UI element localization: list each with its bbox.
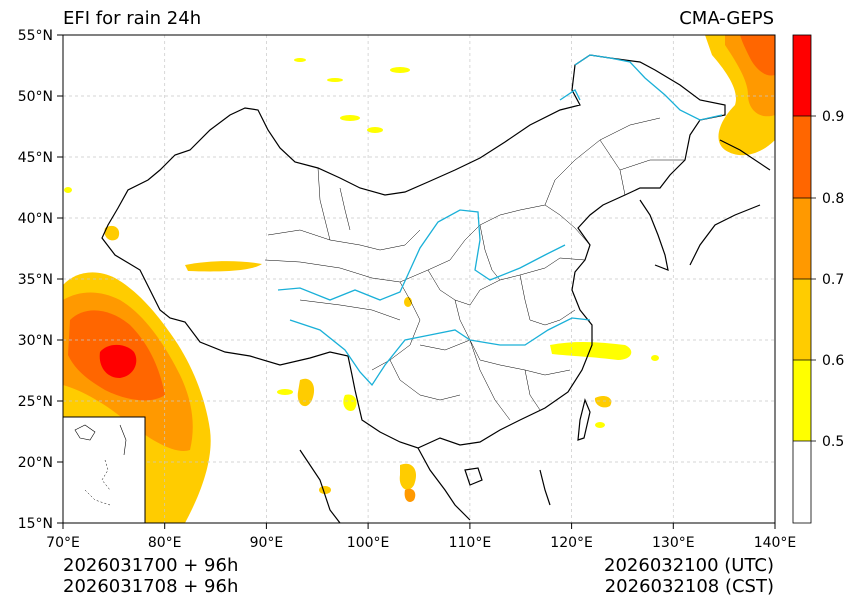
y-tick-label: 45°N bbox=[18, 150, 53, 166]
valid-time-utc: 2026032100 (UTC) bbox=[604, 555, 774, 576]
y-tick-label: 25°N bbox=[18, 394, 53, 410]
efi-area-east-china bbox=[550, 341, 632, 360]
valid-time: 2026032100 (UTC) 2026032108 (CST) bbox=[604, 555, 774, 597]
colorbar-segment bbox=[793, 116, 811, 198]
efi-speck bbox=[327, 78, 343, 82]
init-time-utc: 2026031700 + 96h bbox=[63, 555, 239, 576]
amur-river bbox=[574, 54, 723, 121]
efi-speck bbox=[367, 127, 383, 133]
x-tick-label: 100°E bbox=[347, 535, 390, 551]
x-tick-label: 120°E bbox=[550, 535, 593, 551]
national-boundary bbox=[101, 54, 771, 523]
y-tick-label: 30°N bbox=[18, 333, 53, 349]
model-name: CMA-GEPS bbox=[679, 8, 774, 29]
colorbar-label: 0.7 bbox=[822, 272, 844, 288]
efi-speck bbox=[390, 67, 410, 73]
axis-ticks bbox=[57, 34, 776, 529]
init-time-cst: 2026031708 + 96h bbox=[63, 576, 239, 597]
colorbar-segment bbox=[793, 279, 811, 360]
x-tick-label: 130°E bbox=[652, 535, 695, 551]
y-tick-labels: 15°N 20°N 25°N 30°N 35°N 40°N 45°N 50°N … bbox=[18, 28, 53, 532]
x-tick-label: 80°E bbox=[148, 535, 182, 551]
efi-area-kunlun bbox=[185, 261, 262, 272]
efi-speck bbox=[595, 422, 605, 428]
colorbar-segment bbox=[793, 35, 811, 116]
yangtze-river bbox=[289, 317, 591, 387]
efi-area-west-core bbox=[99, 344, 137, 378]
efi-area-xinjiang bbox=[104, 225, 120, 241]
y-tick-label: 40°N bbox=[18, 211, 53, 227]
yellow-river bbox=[277, 209, 566, 301]
x-tick-label: 140°E bbox=[754, 535, 797, 551]
x-tick-label: 110°E bbox=[449, 535, 492, 551]
colorbar: 0.5 0.6 0.7 0.8 0.9 bbox=[792, 34, 844, 524]
colorbar-label: 0.8 bbox=[822, 191, 844, 207]
init-time: 2026031700 + 96h 2026031708 + 96h bbox=[63, 555, 238, 597]
colorbar-label: 0.9 bbox=[822, 109, 844, 125]
x-tick-label: 70°E bbox=[46, 535, 80, 551]
efi-speck bbox=[277, 389, 293, 395]
province-boundaries bbox=[264, 117, 685, 421]
efi-area-bay bbox=[343, 394, 357, 411]
efi-area-india-1 bbox=[297, 378, 315, 407]
south-china-sea-inset bbox=[62, 416, 146, 524]
y-tick-label: 35°N bbox=[18, 272, 53, 288]
valid-time-cst: 2026032108 (CST) bbox=[604, 576, 774, 597]
colorbar-label: 0.6 bbox=[822, 353, 844, 369]
colorbar-segment bbox=[793, 198, 811, 279]
efi-area-taiwan-east bbox=[594, 395, 612, 408]
x-tick-labels: 70°E 80°E 90°E 100°E 110°E 120°E 130°E 1… bbox=[46, 535, 796, 551]
nen-river bbox=[559, 89, 581, 101]
y-tick-label: 50°N bbox=[18, 89, 53, 105]
efi-speck bbox=[64, 187, 72, 193]
efi-area-northeast-inner bbox=[740, 35, 775, 76]
map-title: EFI for rain 24h bbox=[63, 8, 202, 29]
efi-speck bbox=[651, 355, 659, 361]
rivers bbox=[277, 54, 723, 387]
colorbar-segment bbox=[793, 441, 811, 523]
efi-speck bbox=[340, 115, 360, 121]
efi-speck bbox=[319, 486, 331, 494]
y-tick-label: 15°N bbox=[18, 516, 53, 532]
colorbar-segment bbox=[793, 360, 811, 441]
x-tick-label: 90°E bbox=[250, 535, 284, 551]
y-tick-label: 55°N bbox=[18, 28, 53, 44]
y-tick-label: 20°N bbox=[18, 455, 53, 471]
graticule bbox=[63, 35, 775, 523]
efi-speck bbox=[294, 58, 306, 62]
efi-area-india-3 bbox=[404, 488, 416, 502]
efi-area-india-2 bbox=[399, 463, 417, 490]
colorbar-label: 0.5 bbox=[822, 434, 844, 450]
